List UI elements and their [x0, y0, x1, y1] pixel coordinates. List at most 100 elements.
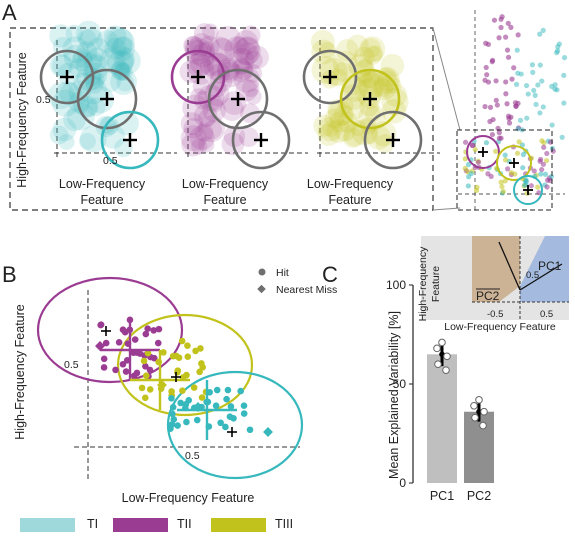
- cloud-blob: [334, 120, 356, 142]
- hit-point: [126, 316, 134, 324]
- cloud-blob: [79, 125, 107, 153]
- overview-point: [493, 148, 499, 154]
- inset-pc1-region: [520, 236, 569, 302]
- subject-point: [475, 396, 483, 404]
- overview-point: [550, 148, 556, 154]
- cloud-blob: [52, 117, 77, 142]
- hit-point: [146, 386, 154, 393]
- inset-label-pc2: PC2: [476, 289, 500, 303]
- cloud-blob: [228, 47, 255, 74]
- cloud-blob: [241, 79, 260, 97]
- cloud-blob: [112, 36, 133, 57]
- overview-point: [530, 69, 536, 75]
- panel-a-xlabel-3b: Feature: [328, 193, 371, 207]
- overview-point: [503, 91, 509, 97]
- overview-point: [514, 47, 520, 53]
- overview-point: [520, 151, 527, 158]
- overview-point: [518, 71, 524, 77]
- cloud-blob: [230, 36, 248, 55]
- panel-a-xlabel-3a: Low-Frequency: [307, 177, 394, 191]
- cloud-blob: [79, 76, 107, 105]
- hit-point: [213, 386, 221, 394]
- cloud-blob: [189, 125, 215, 151]
- cloud-blob: [335, 39, 359, 62]
- hit-point: [102, 339, 110, 347]
- cloud-blob: [332, 50, 358, 76]
- panel-b-ylabel: High-Frequency Feature: [13, 304, 27, 440]
- x-tick-label: PC1: [430, 489, 454, 503]
- hit-point: [240, 402, 248, 410]
- cloud-blob: [65, 24, 84, 43]
- hit-point: [217, 419, 224, 427]
- inset-tick-y: 0.5: [526, 270, 539, 281]
- overview-point: [504, 101, 510, 107]
- overview-point: [544, 177, 551, 183]
- panel-c-ylabel: Mean Explained Variability [%]: [387, 311, 401, 479]
- x-tick-label: PC2: [467, 489, 491, 503]
- cloud-blob: [189, 50, 215, 76]
- cloud-blob: [367, 45, 384, 62]
- overview-point: [508, 24, 514, 30]
- inset-ylabel-line2: Feature: [430, 266, 442, 302]
- cloud-blob: [110, 60, 130, 79]
- cloud-blob: [57, 62, 80, 86]
- overview-point: [483, 140, 490, 146]
- panel-a-xlabel-1b: Feature: [80, 193, 123, 207]
- cloud-blob: [377, 70, 399, 92]
- cloud-blob: [107, 50, 134, 76]
- cloud-blob: [183, 118, 204, 139]
- cloud-blob: [104, 37, 127, 60]
- overview-point: [500, 188, 506, 195]
- inset-tick-pos: 0.5: [540, 309, 553, 320]
- overview-point: [502, 157, 509, 163]
- hit-point: [150, 327, 158, 334]
- hit-point: [168, 395, 175, 402]
- cloud-blob: [100, 124, 126, 149]
- cloud-blob: [343, 122, 368, 147]
- cloud-blob: [318, 117, 343, 142]
- overview-point: [496, 35, 502, 41]
- overview-point: [487, 104, 494, 110]
- c-y-tick-label: 0: [399, 476, 406, 490]
- hit-point: [212, 402, 220, 410]
- zoom-line-bottom: [432, 207, 461, 211]
- legend-tiii-swatch: [211, 518, 266, 532]
- hit-point: [142, 372, 150, 379]
- hit-point: [174, 368, 181, 376]
- cluster-circle: [39, 49, 95, 105]
- overview-point: [543, 157, 550, 164]
- cluster-circle: [170, 49, 226, 105]
- cloud-blob: [106, 46, 135, 74]
- cloud-blob: [235, 79, 258, 102]
- cluster-circle: [100, 110, 160, 170]
- hit-point: [198, 360, 205, 367]
- cloud-blob: [68, 58, 88, 78]
- cloud-blob: [337, 111, 359, 133]
- hit-point: [160, 349, 167, 356]
- overview-point: [556, 41, 562, 47]
- cluster-circle: [339, 68, 401, 130]
- cloud-blob: [190, 88, 208, 106]
- cloud-blob: [327, 101, 353, 127]
- hit-point: [224, 386, 232, 394]
- overview-point: [514, 150, 521, 156]
- legend-tii-swatch: [113, 518, 168, 532]
- hit-point: [131, 336, 139, 343]
- overview-point: [505, 166, 511, 172]
- subject-point: [442, 366, 450, 374]
- legend-ti-label: TI: [87, 517, 99, 531]
- hit-point: [223, 395, 230, 403]
- cloud-blob: [66, 102, 95, 131]
- overview-point: [469, 142, 476, 148]
- cluster-circle: [207, 68, 269, 130]
- overview-point: [509, 76, 515, 82]
- overview-point: [485, 79, 492, 85]
- cloud-blob: [361, 69, 380, 88]
- hit-point: [183, 418, 190, 426]
- cloud-blob: [49, 125, 69, 145]
- hit-point: [140, 357, 148, 365]
- overview-point: [525, 91, 531, 97]
- hit-point: [119, 360, 127, 368]
- overview-point: [549, 122, 555, 128]
- overview-point: [491, 17, 498, 23]
